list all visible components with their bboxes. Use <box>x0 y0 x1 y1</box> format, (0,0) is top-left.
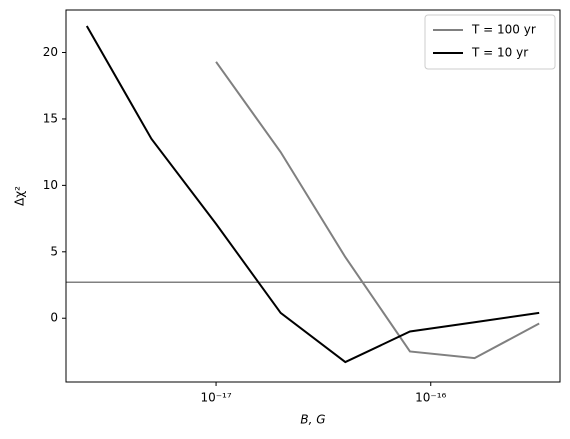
y-axis-label: Δχ² <box>13 186 27 206</box>
x-axis-label: B, G <box>300 413 325 427</box>
x-tick-label: 10⁻¹⁷ <box>200 391 231 405</box>
plot-frame <box>65 9 561 383</box>
x-tick-label: 10⁻¹⁶ <box>415 391 446 405</box>
series-line <box>215 61 540 360</box>
y-tick-label: 15 <box>43 111 58 125</box>
legend-label: T = 100 yr <box>471 23 536 37</box>
legend-label: T = 10 yr <box>471 46 528 60</box>
legend-box <box>424 14 556 70</box>
y-tick-label: 20 <box>43 45 58 59</box>
y-tick-label: 0 <box>50 311 58 325</box>
y-tick-label: 5 <box>50 244 58 258</box>
y-tick-label: 10 <box>43 178 58 192</box>
series-line <box>85 25 540 364</box>
